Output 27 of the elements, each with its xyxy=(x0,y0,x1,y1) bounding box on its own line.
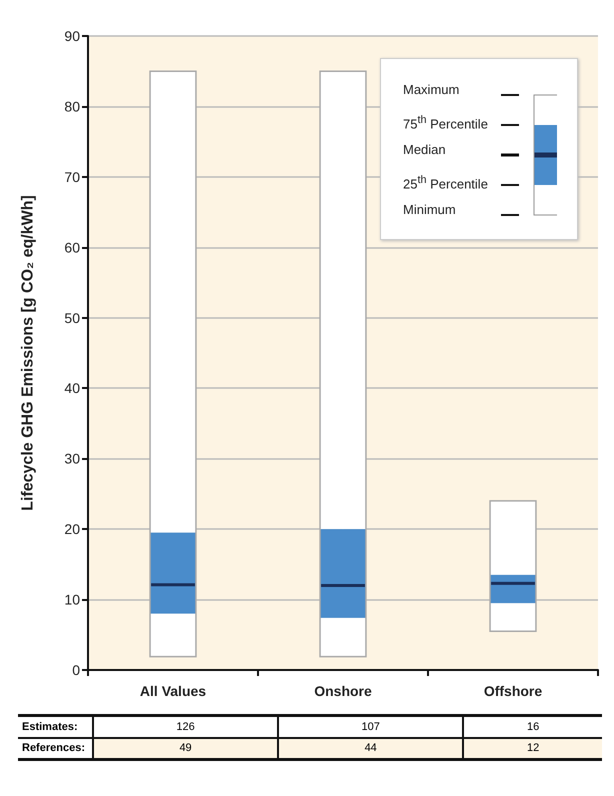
text: 16 xyxy=(463,716,602,738)
y-tick-label: 30 xyxy=(64,450,80,467)
text: 107 xyxy=(278,716,464,738)
annotation: 75$^{th}$ Percentile xyxy=(403,113,488,132)
y-tick-label: 70 xyxy=(64,168,80,185)
y-tick-label: 0 xyxy=(72,662,80,678)
text: 49 xyxy=(93,738,278,760)
y-tick-label: 60 xyxy=(64,239,80,256)
annotation: Maximum xyxy=(403,82,460,98)
y-tick-label: 50 xyxy=(64,310,80,326)
y-tick-label: 20 xyxy=(64,521,80,538)
x-tick-label: Offshore xyxy=(484,683,542,699)
text: Estimates: xyxy=(18,716,93,738)
y-tick-label: 80 xyxy=(64,98,80,114)
annotation: Minimum xyxy=(403,202,456,218)
annotation: 25$^{th}$ Percentile xyxy=(403,173,488,192)
y-tick-label: 10 xyxy=(64,592,80,608)
y-axis-title: Lifecycle GHG Emissions [g CO₂ eq/kWh] xyxy=(20,195,36,511)
text: 126 xyxy=(93,716,278,738)
y-tick-label: 90 xyxy=(64,28,80,44)
annotation: Median xyxy=(403,142,446,158)
x-tick-label: Onshore xyxy=(314,683,372,699)
text: 44 xyxy=(278,738,464,760)
y-tick-label: 40 xyxy=(64,380,80,396)
x-tick-label: All Values xyxy=(140,683,206,699)
text: References: xyxy=(18,738,93,760)
text: 12 xyxy=(463,738,602,760)
